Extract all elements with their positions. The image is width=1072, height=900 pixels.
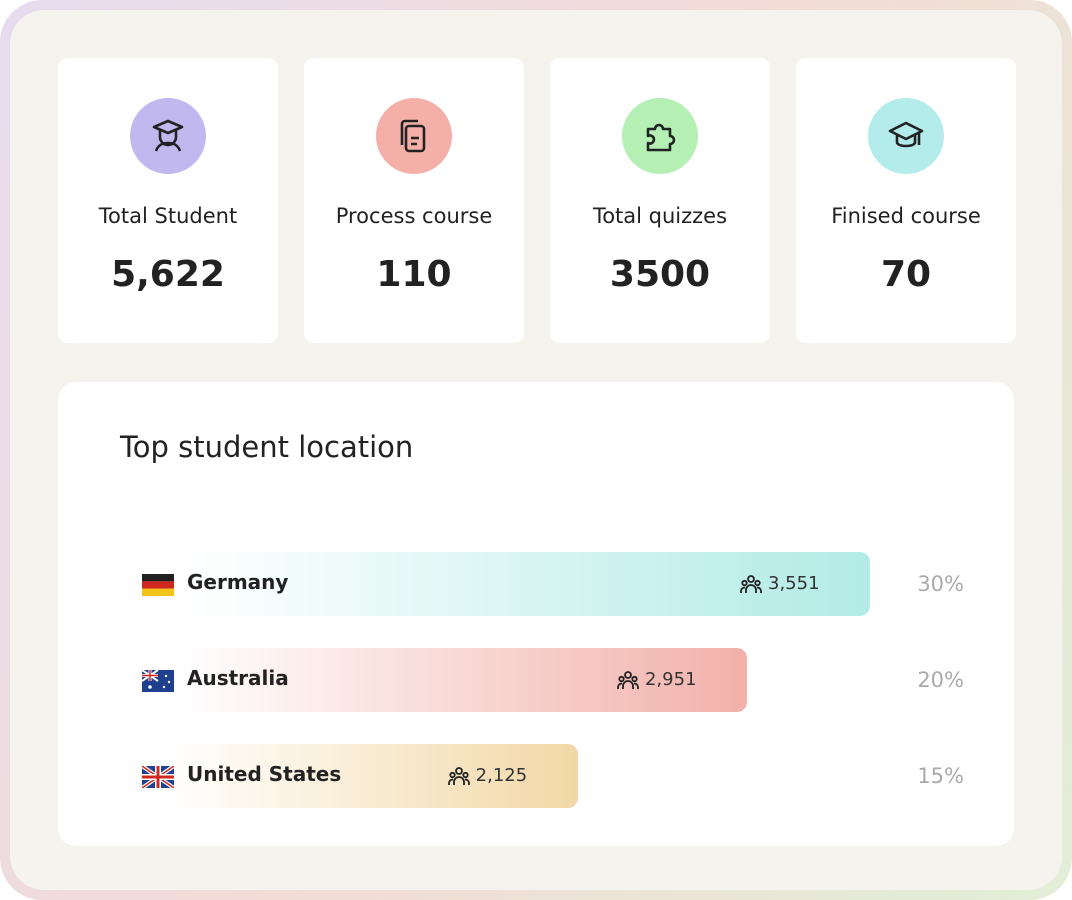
flag bbox=[140, 764, 176, 792]
location-panel: Top student location Germany 3,551 30% Aust… bbox=[58, 382, 1014, 846]
stat-card: Total quizzes 3500 bbox=[550, 58, 770, 343]
stat-icon bbox=[868, 98, 944, 174]
count: 2,951 bbox=[617, 669, 697, 690]
flag bbox=[142, 574, 174, 600]
country-name: Australia bbox=[187, 666, 289, 690]
stat-card: Finised course 70 bbox=[796, 58, 1016, 343]
bar bbox=[142, 744, 578, 808]
dashboard: Total Student 5,622 Process course 110 T… bbox=[10, 10, 1062, 890]
stat-value: 70 bbox=[880, 254, 932, 295]
stat-label: Total Student bbox=[98, 204, 238, 228]
panel-title: Top student location bbox=[120, 430, 414, 464]
stat-value: 3500 bbox=[609, 254, 711, 295]
count: 3,551 bbox=[740, 573, 820, 594]
stat-label: Finised course bbox=[831, 204, 981, 228]
count-label: 2,125 bbox=[475, 765, 528, 786]
stat-icon bbox=[622, 98, 698, 174]
count-label: 2,951 bbox=[644, 669, 697, 690]
stat-icon bbox=[130, 98, 206, 174]
count: 2,125 bbox=[447, 765, 528, 786]
location-row: United States 2,125 15% bbox=[58, 744, 1014, 808]
stat-value: 5,622 bbox=[111, 254, 225, 295]
count-label: 3,551 bbox=[768, 573, 820, 594]
bar bbox=[142, 648, 747, 712]
bar bbox=[142, 552, 870, 616]
location-row: Australia 2,951 20% bbox=[58, 648, 1014, 712]
location-row: Germany 3,551 30% bbox=[58, 552, 1014, 616]
percent: 20% bbox=[917, 668, 964, 692]
country-name: Germany bbox=[187, 570, 289, 594]
stat-icon bbox=[376, 98, 452, 174]
stat-card: Process course 110 bbox=[304, 58, 524, 343]
percent: 15% bbox=[917, 764, 964, 788]
stat-value: 110 bbox=[376, 254, 452, 295]
stat-label: Process course bbox=[335, 204, 493, 228]
stat-card: Total Student 5,622 bbox=[58, 58, 278, 343]
flag bbox=[141, 669, 174, 696]
percent: 30% bbox=[917, 572, 964, 596]
stat-label: Total quizzes bbox=[592, 204, 728, 228]
country-name: United States bbox=[187, 762, 342, 786]
